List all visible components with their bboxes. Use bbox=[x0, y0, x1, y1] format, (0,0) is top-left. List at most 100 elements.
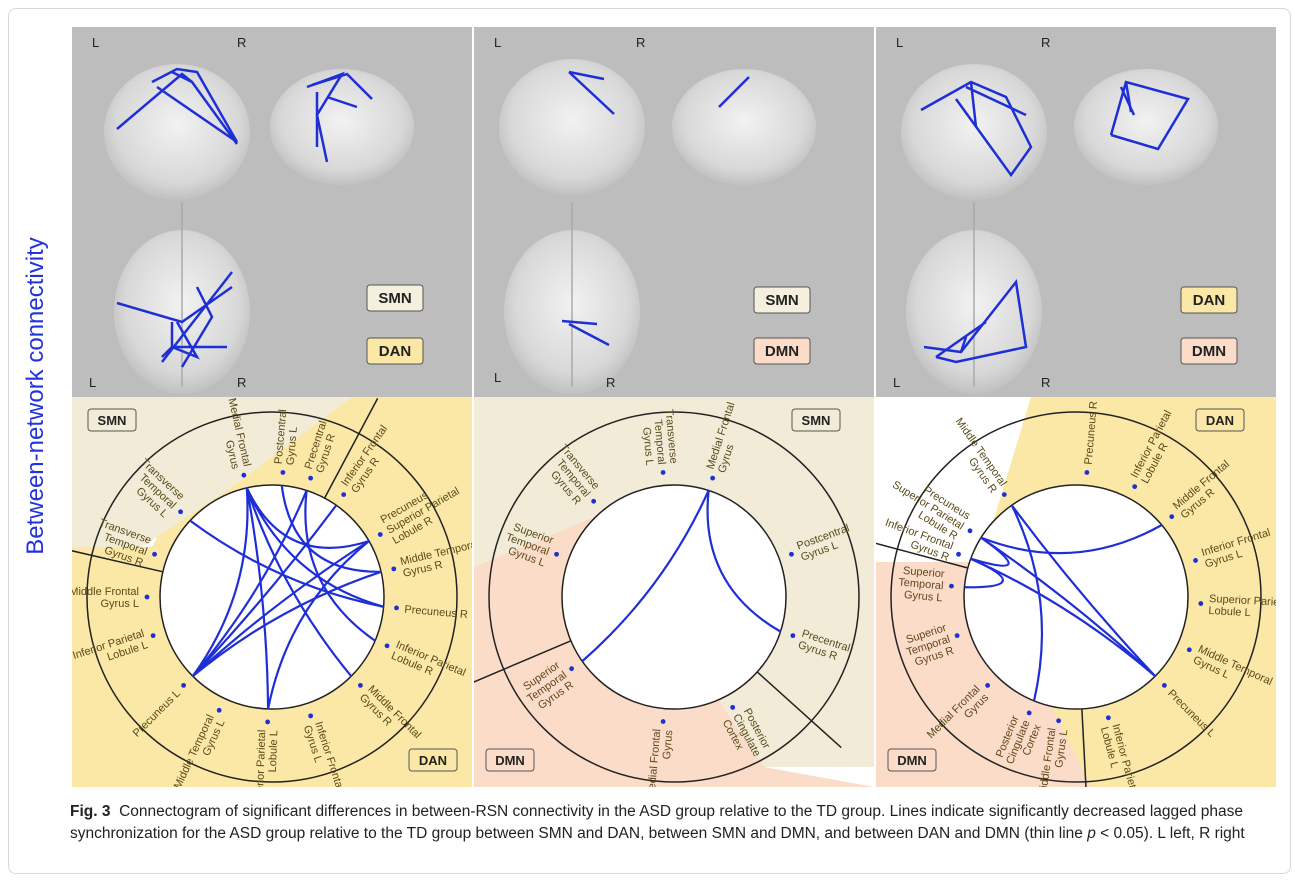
region-node bbox=[1001, 492, 1007, 498]
region-label: Middle TemporalGyrus R bbox=[943, 416, 1009, 496]
region-node bbox=[384, 643, 390, 649]
network-divider bbox=[52, 545, 164, 573]
brain-coronal bbox=[104, 64, 250, 200]
svg-text:DAN: DAN bbox=[1206, 413, 1234, 428]
badge-dmn: DMN bbox=[1192, 343, 1226, 360]
brain-svg: L R L R SMN DAN bbox=[89, 35, 424, 394]
region-node bbox=[341, 492, 347, 498]
network-divider bbox=[323, 397, 379, 499]
region-node bbox=[985, 682, 991, 688]
connection-edge bbox=[192, 540, 370, 678]
region-node bbox=[308, 713, 314, 719]
outer-ring bbox=[488, 411, 860, 783]
region-node bbox=[967, 528, 973, 534]
brain-coronal bbox=[901, 64, 1047, 200]
region-node bbox=[265, 719, 271, 725]
badge-smn: SMN bbox=[378, 290, 411, 307]
region-label: TransverseTemporalGyrus L bbox=[639, 409, 680, 467]
badge-dan: DAN bbox=[379, 343, 412, 360]
region-node bbox=[1084, 470, 1090, 475]
svg-text:DMN: DMN bbox=[495, 753, 525, 768]
badge-dan: DAN bbox=[1193, 292, 1226, 309]
brain-coronal bbox=[499, 59, 645, 195]
connection-edge bbox=[191, 490, 308, 677]
brain-views: L R L R DAN DMN bbox=[876, 27, 1276, 397]
connection-edge bbox=[970, 536, 1010, 567]
brain-sagittal bbox=[672, 69, 816, 185]
network-badge: DMN bbox=[887, 748, 937, 772]
region-node bbox=[789, 551, 794, 557]
region-node bbox=[1198, 601, 1204, 606]
connection-edge bbox=[980, 524, 1163, 555]
connection-edge bbox=[189, 519, 384, 608]
region-node bbox=[956, 551, 961, 557]
badge-smn: SMN bbox=[765, 292, 798, 309]
connection-edge bbox=[267, 540, 370, 710]
network-badge: DMN bbox=[485, 748, 535, 772]
outer-ring bbox=[890, 411, 1262, 783]
region-label: SuperiorTemporalGyrus L bbox=[500, 520, 555, 569]
region-label: Precuneus R bbox=[404, 604, 468, 622]
label-left: L bbox=[896, 35, 903, 50]
region-node bbox=[1026, 710, 1032, 716]
region-node bbox=[150, 633, 156, 639]
label-left: L bbox=[893, 375, 900, 390]
connection-edge bbox=[581, 490, 710, 663]
region-node bbox=[377, 532, 383, 537]
connection-edge bbox=[1010, 504, 1044, 702]
brain-edges bbox=[561, 70, 750, 347]
brain-svg: L R L R SMN DMN bbox=[494, 35, 816, 394]
connection-edge bbox=[245, 487, 353, 677]
region-label: PostcentralGyrus L bbox=[273, 409, 302, 466]
panel-smn-dan: L R L R SMN DAN Medial FrontalGyrus Postc… bbox=[52, 27, 480, 812]
brain-edges bbox=[116, 67, 373, 368]
brain-views: L R L R SMN DAN bbox=[72, 27, 472, 397]
figure-frame bbox=[8, 8, 1291, 874]
connectogram: Precuneus R Inferior ParietalLobule R Midd… bbox=[858, 397, 1291, 822]
brain-svg: L R L R DAN DMN bbox=[893, 35, 1238, 394]
brain-sagittal bbox=[270, 69, 414, 185]
inner-circle bbox=[963, 484, 1189, 710]
region-node bbox=[1132, 484, 1138, 490]
region-label: Precuneus R bbox=[1083, 401, 1101, 465]
network-divider bbox=[756, 671, 842, 749]
brain-edges bbox=[920, 80, 1190, 364]
connection-edge bbox=[192, 504, 338, 677]
connectogram: Medial FrontalGyrus PostcentralGyrus L Pre… bbox=[52, 392, 480, 812]
region-label: Superior ParietalLobule L bbox=[1208, 593, 1276, 621]
region-node bbox=[308, 475, 314, 481]
region-node bbox=[954, 633, 960, 639]
label-left: L bbox=[92, 35, 99, 50]
label-left: L bbox=[89, 375, 96, 390]
region-node bbox=[730, 704, 736, 710]
region-node bbox=[144, 594, 150, 600]
svg-text:SMN: SMN bbox=[98, 413, 127, 428]
connection-edge bbox=[980, 536, 1156, 678]
connection-edge bbox=[245, 487, 384, 608]
connection-edge bbox=[245, 487, 370, 549]
figure-caption: Fig. 3 Connectogram of significant diffe… bbox=[70, 801, 1285, 845]
label-left: L bbox=[494, 35, 501, 50]
region-node bbox=[181, 682, 187, 688]
network-divider bbox=[466, 640, 572, 686]
region-node bbox=[178, 509, 183, 515]
region-node bbox=[1193, 558, 1198, 563]
connection-edge bbox=[1010, 504, 1156, 677]
network-badge: DAN bbox=[1195, 408, 1245, 432]
svg-text:SMN: SMN bbox=[802, 413, 831, 428]
region-node bbox=[216, 707, 222, 713]
label-right: R bbox=[1041, 35, 1050, 50]
network-badge: SMN bbox=[791, 408, 841, 432]
caption-figure-number: Fig. 3 bbox=[70, 803, 111, 820]
label-right: R bbox=[606, 375, 615, 390]
network-region bbox=[72, 397, 352, 547]
region-node bbox=[554, 551, 559, 557]
region-label: SuperiorTemporalGyrus L bbox=[897, 565, 946, 605]
region-node bbox=[1186, 647, 1192, 653]
region-node bbox=[1161, 682, 1167, 688]
outer-ring bbox=[86, 411, 458, 783]
svg-text:DAN: DAN bbox=[419, 753, 447, 768]
network-divider bbox=[858, 538, 969, 569]
